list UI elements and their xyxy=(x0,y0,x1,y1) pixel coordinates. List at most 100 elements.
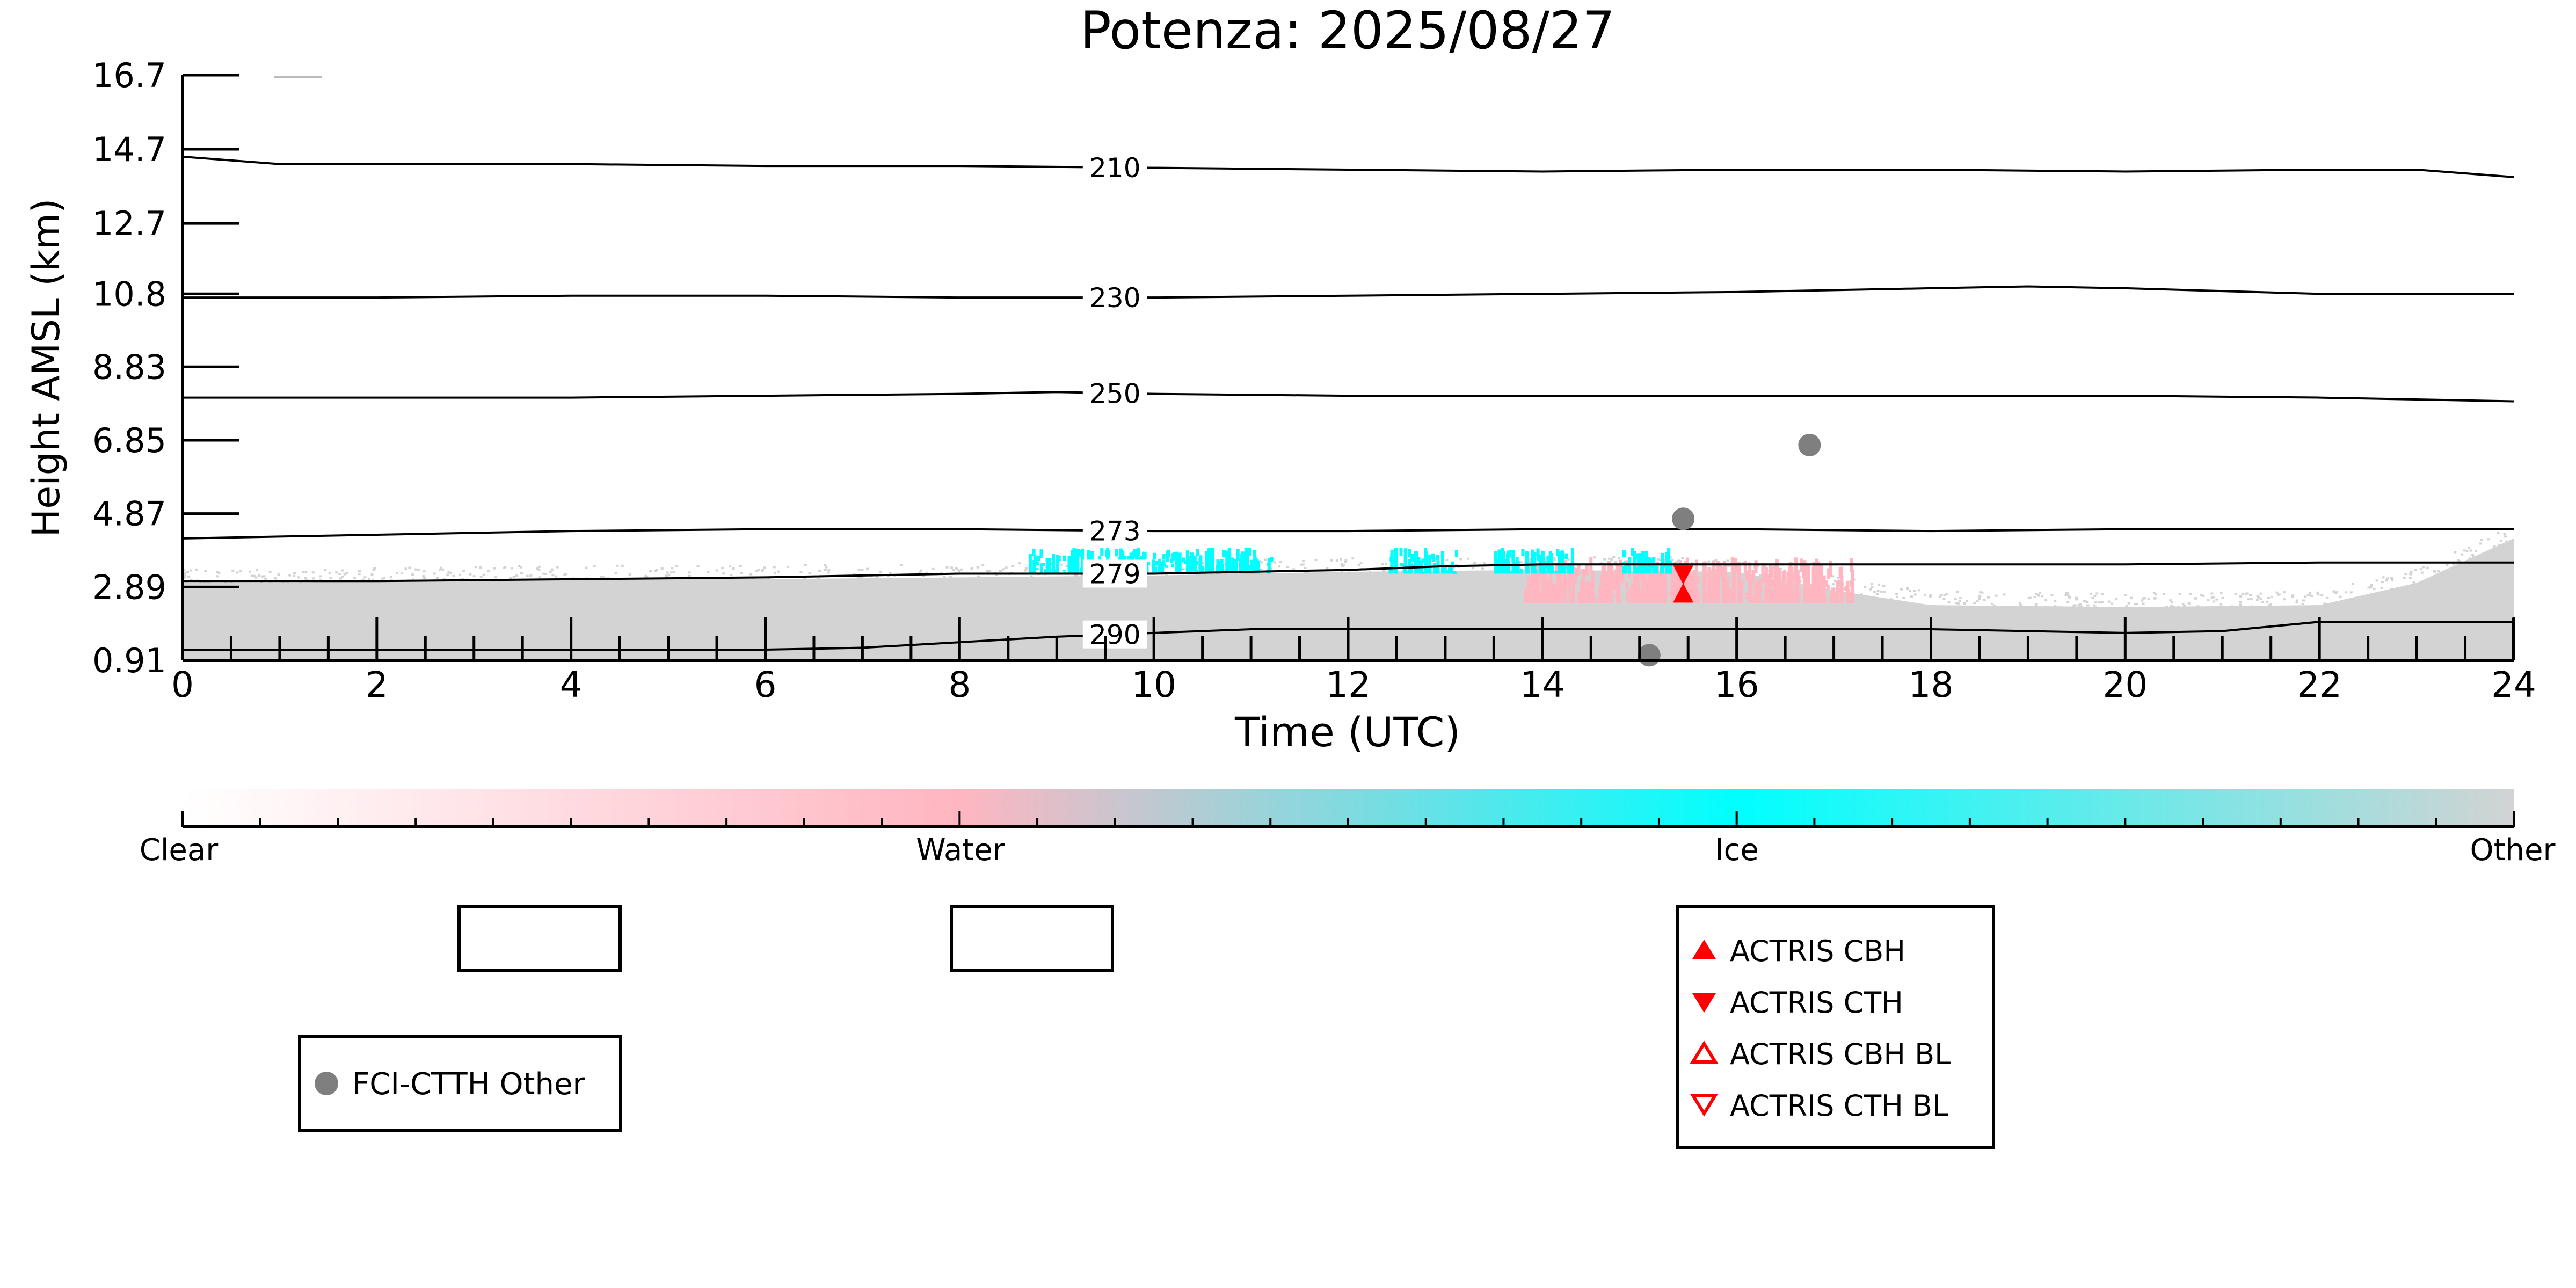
ice-class-speck xyxy=(1166,550,1169,558)
other-class-speck xyxy=(1075,574,1079,577)
water-class-speck xyxy=(1651,595,1655,598)
other-class-speck xyxy=(1344,561,1347,563)
ice-class-speck xyxy=(1655,566,1658,574)
other-class-speck xyxy=(2382,576,2385,579)
water-class-speck xyxy=(1729,588,1733,593)
other-class-speck xyxy=(301,571,304,573)
ice-class-speck xyxy=(1072,548,1076,556)
other-class-speck xyxy=(1473,562,1476,564)
other-class-speck xyxy=(1001,568,1005,571)
water-class-speck xyxy=(1777,582,1780,589)
other-class-speck xyxy=(2143,597,2146,600)
water-class-speck xyxy=(1585,564,1589,576)
other-class-speck xyxy=(2320,594,2324,597)
other-class-speck xyxy=(2019,603,2022,606)
other-class-speck xyxy=(2054,599,2057,602)
other-class-speck xyxy=(479,566,482,569)
other-class-speck xyxy=(1983,599,1986,601)
other-class-speck xyxy=(730,574,733,577)
actris-cbh-point xyxy=(1673,583,1694,603)
ice-class-speck xyxy=(1226,552,1229,574)
water-class-speck xyxy=(1849,600,1853,601)
other-class-speck xyxy=(2091,596,2094,599)
water-class-speck xyxy=(1721,588,1725,603)
other-class-speck xyxy=(1910,595,1913,598)
other-class-speck xyxy=(1707,560,1711,563)
other-class-speck xyxy=(1481,567,1484,570)
other-class-speck xyxy=(749,573,753,576)
water-class-speck xyxy=(1619,559,1622,573)
ice-class-speck xyxy=(1248,548,1252,556)
other-class-speck xyxy=(1780,567,1783,570)
other-class-speck xyxy=(1669,556,1672,559)
other-class-speck xyxy=(722,572,725,575)
other-class-speck xyxy=(2419,568,2422,571)
water-class-speck xyxy=(1586,580,1590,603)
ice-class-speck xyxy=(1195,561,1198,565)
other-class-speck xyxy=(950,566,953,569)
other-class-speck xyxy=(408,566,411,569)
other-class-speck xyxy=(217,571,221,574)
other-class-speck xyxy=(1249,574,1252,577)
other-class-speck xyxy=(2165,606,2169,608)
other-class-speck xyxy=(825,566,828,569)
other-class-speck xyxy=(2027,597,2031,600)
other-class-speck xyxy=(585,566,588,569)
other-class-speck xyxy=(1614,568,1617,571)
water-class-speck xyxy=(1580,580,1583,603)
other-class-speck xyxy=(2075,596,2078,599)
other-class-speck xyxy=(739,565,742,567)
water-class-speck xyxy=(1752,597,1756,599)
y-axis-label: Height AMSL (km) xyxy=(24,199,68,537)
other-class-speck xyxy=(312,577,315,580)
other-class-speck xyxy=(849,579,853,582)
legend-fci-frame xyxy=(298,1035,622,1132)
other-class-speck xyxy=(474,566,477,569)
other-class-speck xyxy=(2241,593,2244,595)
water-class-speck xyxy=(1823,598,1827,603)
other-class-speck xyxy=(1339,558,1342,561)
y-tick-label: 4.87 xyxy=(92,494,166,534)
water-class-speck xyxy=(1702,562,1706,574)
ice-class-speck xyxy=(1175,570,1179,574)
other-class-speck xyxy=(423,570,426,573)
other-class-speck xyxy=(2040,607,2043,610)
water-class-speck xyxy=(1633,565,1636,603)
other-class-speck xyxy=(887,575,890,578)
other-class-speck xyxy=(2058,606,2061,609)
other-class-speck xyxy=(949,576,952,579)
water-class-speck xyxy=(1816,591,1820,595)
water-class-speck xyxy=(1663,570,1667,603)
water-class-speck xyxy=(1570,569,1574,580)
water-class-speck xyxy=(1822,580,1826,587)
water-class-speck xyxy=(1583,584,1587,603)
other-class-speck xyxy=(2446,564,2449,566)
ice-class-speck xyxy=(1542,571,1546,574)
other-class-speck xyxy=(373,567,376,570)
ice-class-speck xyxy=(1054,569,1058,574)
other-class-speck xyxy=(1726,559,1729,562)
other-class-speck xyxy=(2094,601,2098,604)
other-class-speck xyxy=(1992,604,1996,607)
water-class-speck xyxy=(1840,576,1844,603)
other-class-speck xyxy=(208,582,211,585)
other-class-speck xyxy=(1357,564,1360,567)
other-class-speck xyxy=(1833,579,1837,582)
other-class-speck xyxy=(2332,590,2335,593)
water-class-speck xyxy=(1849,580,1853,587)
other-class-speck xyxy=(2255,599,2259,601)
other-class-speck xyxy=(670,571,673,574)
legend-fci-circle-icon xyxy=(315,1072,338,1095)
ice-class-speck xyxy=(1411,554,1415,560)
ice-class-speck xyxy=(1037,555,1040,561)
ice-class-speck xyxy=(1452,571,1456,574)
ice-class-speck xyxy=(1431,553,1435,560)
other-class-speck xyxy=(721,566,724,569)
other-class-speck xyxy=(2092,604,2095,607)
other-class-speck xyxy=(372,569,375,571)
other-class-speck xyxy=(1273,561,1276,564)
other-class-speck xyxy=(1264,558,1267,561)
other-class-speck xyxy=(433,572,436,575)
other-class-speck xyxy=(1224,569,1227,571)
other-class-speck xyxy=(515,574,519,577)
